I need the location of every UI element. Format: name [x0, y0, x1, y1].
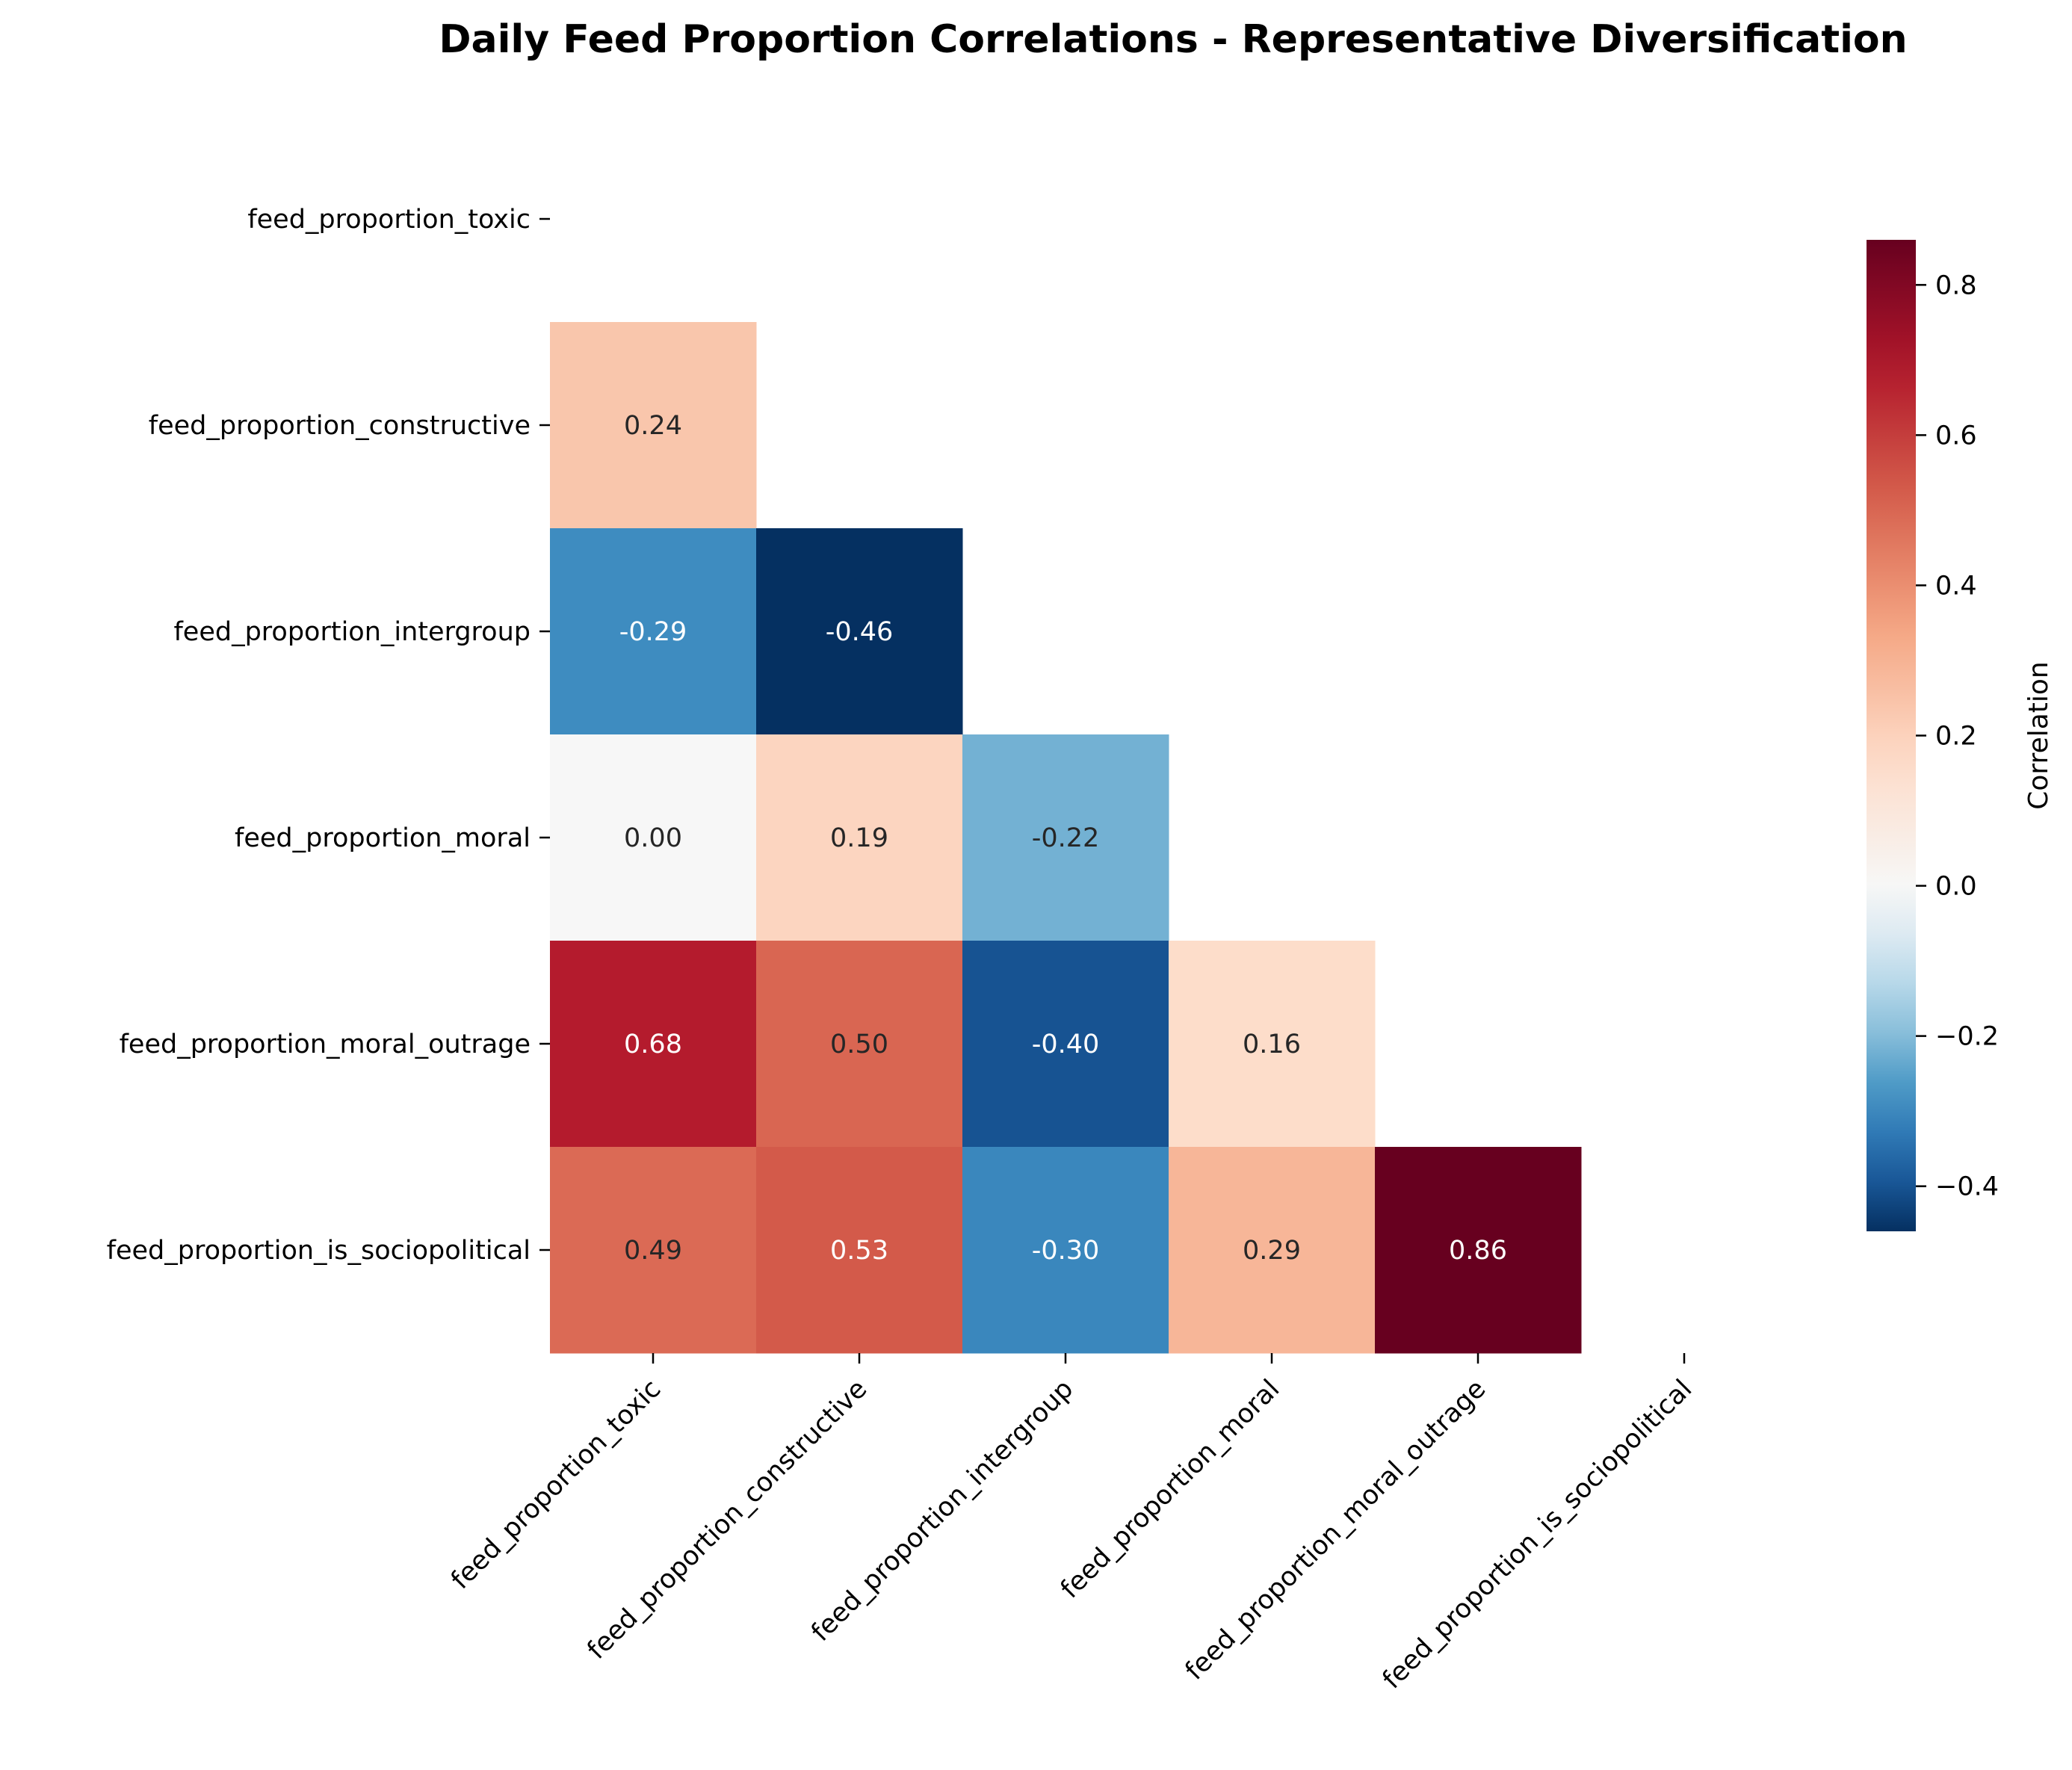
y-tick-label: feed_proportion_toxic	[247, 205, 531, 235]
cell-value-label: -0.22	[1032, 823, 1100, 853]
cell-value-label: -0.46	[826, 617, 894, 647]
colorbar-label: Correlation	[2023, 661, 2054, 810]
heatmap-cell	[550, 941, 757, 1148]
y-tick-label: feed_proportion_moral	[235, 823, 531, 853]
cell-value-label: -0.29	[619, 617, 687, 647]
heatmap-cell	[756, 1147, 963, 1354]
chart-title: Daily Feed Proportion Correlations - Rep…	[439, 17, 1907, 62]
x-tick-label: feed_proportion_toxic	[445, 1374, 667, 1595]
y-tick-label: feed_proportion_constructive	[149, 411, 531, 441]
y-axis-tick-labels: feed_proportion_toxic feed_proportion_con…	[107, 205, 550, 1266]
cell-value-label: 0.86	[1449, 1236, 1507, 1266]
heatmap-cell	[756, 528, 963, 735]
y-tick-label: feed_proportion_intergroup	[173, 617, 531, 647]
cell-value-label: -0.40	[1032, 1030, 1100, 1059]
heatmap-cell	[1169, 941, 1376, 1148]
colorbar: 0.8 0.6 0.4 0.2 0.0 −0.2 −0.4	[1867, 240, 1999, 1231]
colorbar-tick-label: −0.4	[1935, 1172, 1999, 1202]
heatmap-cell	[756, 734, 963, 941]
cell-value-label: 0.50	[830, 1030, 888, 1059]
heatmap-cell	[962, 1147, 1169, 1354]
cell-value-label: 0.19	[830, 823, 888, 853]
cell-value-label: 0.16	[1243, 1030, 1301, 1059]
y-tick-label: feed_proportion_moral_outrage	[120, 1030, 531, 1059]
heatmap-cell	[962, 941, 1169, 1148]
colorbar-tick-label: 0.4	[1935, 571, 1977, 601]
colorbar-tick-label: 0.2	[1935, 722, 1977, 752]
heatmap-cell	[550, 734, 757, 941]
x-axis-tick-labels: feed_proportion_toxicfeed_proportion_con…	[445, 1353, 1698, 1695]
heatmap-cell	[756, 941, 963, 1148]
heatmap-cells: 0.24 -0.29 -0.46 0.00 0.19 -0.22 0.68 0.50 -0.40…	[550, 322, 1582, 1354]
colorbar-tick-label: 0.8	[1935, 270, 1977, 300]
colorbar-tick-label: −0.2	[1935, 1022, 1999, 1052]
cell-value-label: 0.49	[624, 1236, 682, 1266]
heatmap-cell	[550, 322, 757, 529]
cell-value-label: 0.29	[1243, 1236, 1301, 1266]
colorbar-gradient	[1867, 240, 1916, 1231]
heatmap-cell	[1375, 1147, 1582, 1354]
heatmap-cell	[550, 1147, 757, 1354]
cell-value-label: 0.24	[624, 411, 682, 441]
cell-value-label: 0.00	[624, 823, 682, 853]
heatmap-cell	[1169, 1147, 1376, 1354]
heatmap-cell	[962, 734, 1169, 941]
x-tick-label: feed_proportion_moral	[1055, 1374, 1285, 1604]
heatmap-cell	[550, 528, 757, 735]
colorbar-tick-label: 0.0	[1935, 872, 1977, 902]
cell-value-label: -0.30	[1032, 1236, 1100, 1266]
y-tick-label: feed_proportion_is_sociopolitical	[107, 1236, 531, 1266]
cell-value-label: 0.53	[830, 1236, 888, 1266]
colorbar-tick-label: 0.6	[1935, 421, 1977, 451]
cell-value-label: 0.68	[624, 1030, 682, 1059]
